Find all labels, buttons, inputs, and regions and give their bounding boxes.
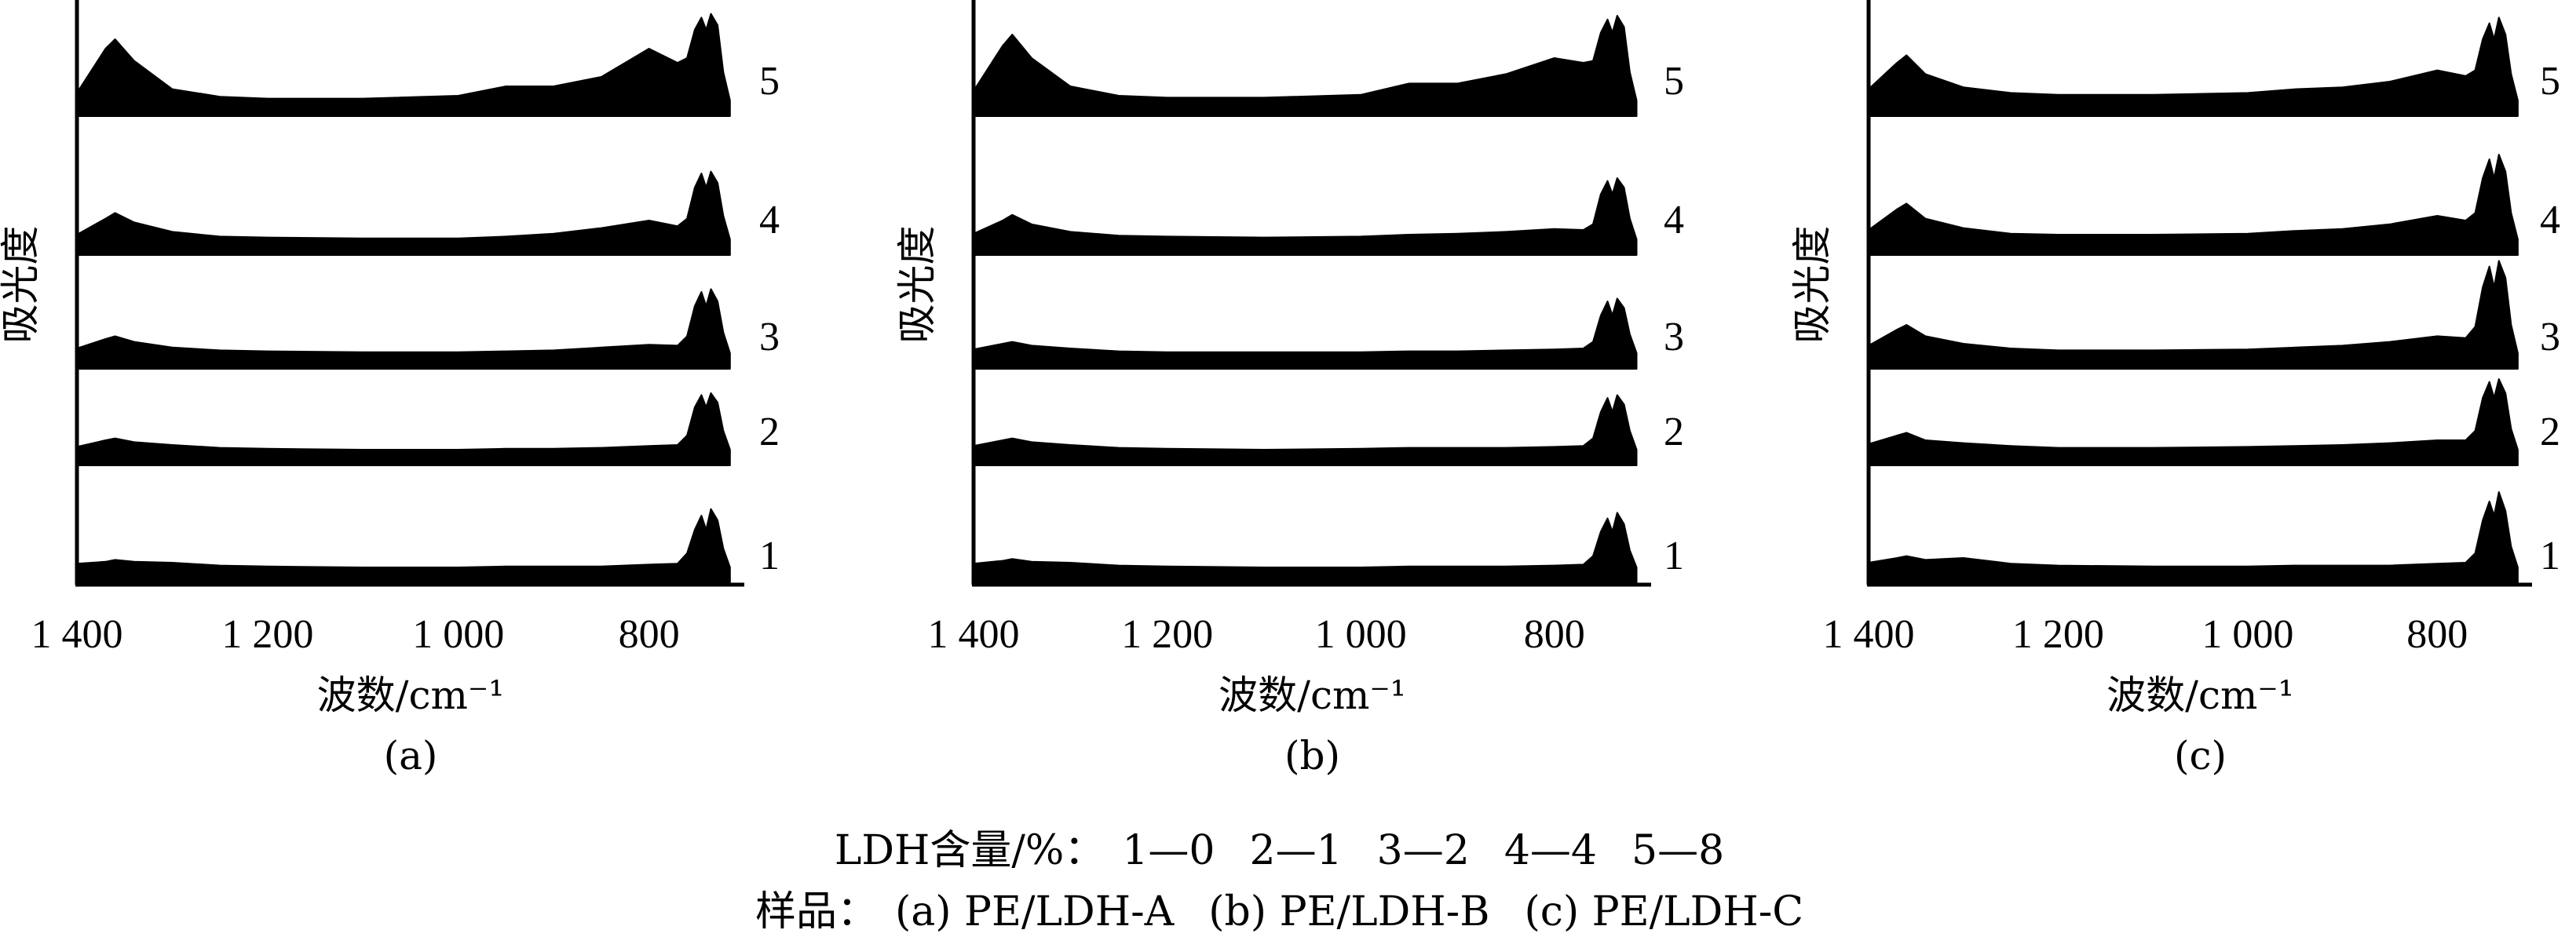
sample-item-b: (b) PE/LDH-B <box>1208 888 1490 935</box>
y-axis-title: 吸光度 <box>894 226 940 344</box>
spectrum-curve-4 <box>76 170 731 256</box>
panel-label: (a) <box>384 733 438 778</box>
x-tick-label: 1 200 <box>2012 612 2104 657</box>
figure-caption: LDH含量/%： 1—0 2—1 3—2 4—4 5—8 样品： (a) PE/LDH-A (… <box>0 820 2576 943</box>
spectrum-curve-5 <box>973 15 1638 117</box>
curve-label-5: 5 <box>1664 59 1684 104</box>
spectrum-curve-1 <box>76 508 731 584</box>
curve-label-4: 4 <box>1664 198 1684 242</box>
ldh-content-prefix: LDH含量/%： <box>834 827 1105 874</box>
x-tick-label: 1 000 <box>1315 612 1407 657</box>
x-tick-label: 800 <box>2406 612 2468 657</box>
spectrum-curve-2 <box>1868 378 2519 466</box>
y-axis-title: 吸光度 <box>1789 226 1835 344</box>
x-tick-label: 1 000 <box>412 612 504 657</box>
x-tick-label: 1 400 <box>928 612 1020 657</box>
y-axis-title: 吸光度 <box>0 226 43 344</box>
x-axis-title: 波数/cm⁻¹ <box>1219 673 1406 718</box>
x-axis-title: 波数/cm⁻¹ <box>317 673 505 718</box>
curve-label-5: 5 <box>759 59 780 104</box>
curve-label-2: 2 <box>2540 410 2560 454</box>
spectrum-curve-2 <box>973 394 1638 466</box>
spectrum-curve-4 <box>1868 154 2519 256</box>
spectrum-curve-4 <box>973 177 1638 256</box>
ldh-content-legend: LDH含量/%： 1—0 2—1 3—2 4—4 5—8 <box>0 820 2576 881</box>
x-axis-title: 波数/cm⁻¹ <box>2106 673 2294 718</box>
spectrum-curve-5 <box>1868 16 2519 117</box>
sample-item-a: (a) PE/LDH-A <box>894 888 1175 935</box>
panel-2: 1 400 1 200 1 000 800 波数/cm⁻¹ (c) 吸光度 1 2 3 4 5 <box>1789 0 2560 778</box>
curve-label-3: 3 <box>1664 315 1684 359</box>
panel-label: (c) <box>2174 733 2227 778</box>
curve-label-1: 1 <box>1664 534 1684 578</box>
ldh-content-item-2: 2—1 <box>1249 827 1343 874</box>
spectrum-curve-3 <box>973 297 1638 370</box>
ldh-content-item-5: 5—8 <box>1631 827 1725 874</box>
spectrum-curve-3 <box>1868 260 2519 370</box>
curve-label-3: 3 <box>759 315 780 359</box>
ldh-content-item-1: 1—0 <box>1122 827 1215 874</box>
curve-label-5: 5 <box>2540 59 2560 104</box>
ldh-content-item-4: 4—4 <box>1504 827 1598 874</box>
curve-label-4: 4 <box>2540 198 2560 242</box>
curve-label-1: 1 <box>759 534 780 578</box>
spectrum-curve-2 <box>76 392 731 466</box>
curve-label-2: 2 <box>1664 410 1684 454</box>
x-tick-label: 800 <box>619 612 680 657</box>
curve-label-3: 3 <box>2540 315 2560 359</box>
x-tick-label: 1 400 <box>1823 612 1915 657</box>
panel-1: 1 400 1 200 1 000 800 波数/cm⁻¹ (b) 吸光度 1 2 3 4 5 <box>894 0 1684 778</box>
panel-label: (b) <box>1284 733 1340 778</box>
ldh-content-item-3: 3—2 <box>1376 827 1470 874</box>
curve-label-1: 1 <box>2540 534 2560 578</box>
spectrum-curve-1 <box>1868 491 2519 584</box>
curve-label-2: 2 <box>759 410 780 454</box>
x-tick-label: 1 200 <box>221 612 313 657</box>
x-tick-label: 800 <box>1524 612 1585 657</box>
panel-0: 1 400 1 200 1 000 800 波数/cm⁻¹ (a) 吸光度 1 2 3 4 5 <box>0 0 780 778</box>
spectrum-curve-5 <box>76 13 731 117</box>
spectrum-curve-1 <box>973 512 1638 584</box>
spectrum-curve-3 <box>76 288 731 370</box>
sample-item-c: (c) PE/LDH-C <box>1524 888 1804 935</box>
sample-prefix: 样品： <box>755 888 878 935</box>
curve-label-4: 4 <box>759 198 780 242</box>
x-tick-label: 1 400 <box>31 612 123 657</box>
x-tick-label: 1 200 <box>1121 612 1213 657</box>
x-tick-label: 1 000 <box>2201 612 2293 657</box>
sample-legend: 样品： (a) PE/LDH-A (b) PE/LDH-B (c) PE/LDH-C <box>0 881 2576 943</box>
